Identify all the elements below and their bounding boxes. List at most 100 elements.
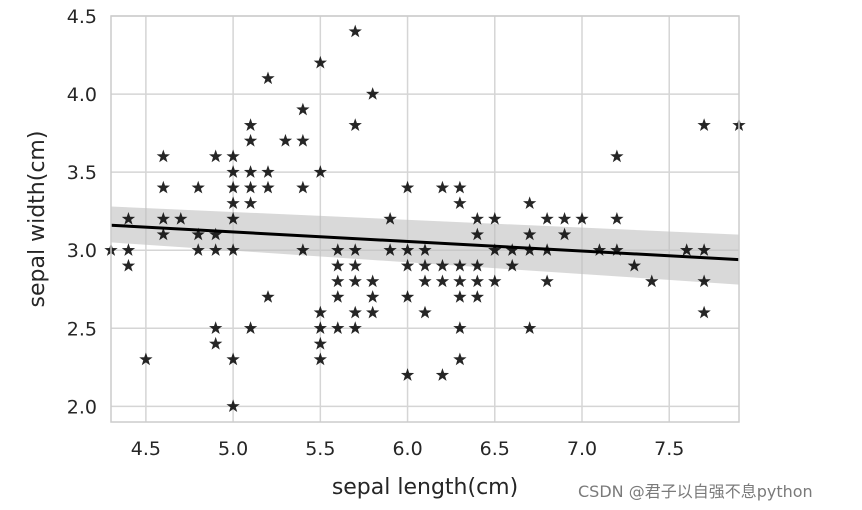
data-point — [453, 180, 467, 194]
data-point — [592, 243, 607, 256]
data-point — [191, 243, 205, 256]
x-tick-label: 6.0 — [392, 438, 422, 460]
data-point — [470, 290, 484, 303]
data-point — [610, 212, 624, 225]
data-point — [523, 227, 537, 241]
data-point — [400, 243, 415, 256]
data-point — [400, 290, 415, 303]
x-axis-label: sepal length(cm) — [332, 475, 518, 500]
data-point — [610, 243, 624, 256]
data-point — [261, 180, 275, 194]
data-point — [470, 274, 484, 288]
data-point — [243, 196, 258, 210]
x-tick-label: 5.0 — [218, 438, 248, 460]
data-point — [243, 133, 258, 147]
data-point — [488, 274, 502, 288]
data-point — [435, 368, 450, 381]
data-point — [313, 336, 327, 350]
data-point — [418, 274, 432, 288]
data-point — [557, 227, 572, 241]
data-point — [697, 118, 711, 131]
data-point — [209, 321, 223, 334]
data-point — [209, 243, 223, 256]
y-tick-label: 4.0 — [67, 84, 97, 106]
data-point — [348, 321, 362, 334]
data-point — [121, 243, 136, 256]
y-tick-labels: 2.0 2.5 3.0 3.5 4.0 4.5 — [67, 6, 97, 418]
data-point — [296, 102, 310, 116]
data-point — [121, 212, 136, 225]
data-point — [627, 258, 641, 272]
data-point — [435, 274, 450, 288]
data-point — [209, 336, 223, 350]
data-point — [366, 274, 380, 288]
data-point — [505, 258, 519, 272]
data-point — [243, 165, 258, 178]
y-tick-label: 2.5 — [67, 318, 97, 340]
data-point — [383, 212, 397, 225]
data-point — [488, 212, 502, 225]
data-point — [348, 258, 362, 272]
data-point — [278, 133, 293, 147]
data-point — [366, 290, 380, 303]
data-point — [348, 274, 362, 288]
data-point — [697, 243, 711, 256]
x-tick-label: 5.5 — [305, 438, 335, 460]
data-point — [697, 274, 711, 288]
data-point — [313, 352, 327, 366]
data-point — [226, 165, 240, 178]
data-point — [453, 196, 467, 210]
data-point — [697, 305, 711, 319]
data-point — [348, 305, 362, 319]
x-tick-label: 4.5 — [131, 438, 161, 460]
data-point — [243, 180, 258, 194]
regression-line-layer — [110, 223, 740, 262]
data-points — [104, 24, 746, 413]
data-point — [348, 243, 362, 256]
data-point — [313, 55, 327, 69]
data-point — [540, 212, 554, 225]
data-point — [610, 149, 624, 163]
data-point — [331, 290, 345, 303]
data-point — [156, 180, 170, 194]
data-point — [470, 258, 484, 272]
data-point — [435, 258, 450, 272]
data-point — [366, 305, 380, 319]
data-point — [331, 321, 345, 334]
data-point — [296, 180, 310, 194]
data-point — [453, 321, 467, 334]
data-point — [226, 212, 240, 225]
data-point — [470, 212, 484, 225]
data-point — [383, 243, 397, 256]
data-point — [191, 227, 205, 241]
data-point — [400, 368, 415, 381]
data-point — [261, 165, 275, 178]
data-point — [400, 180, 415, 194]
data-point — [156, 149, 170, 163]
data-point — [226, 180, 240, 194]
data-point — [575, 212, 589, 225]
data-point — [453, 274, 467, 288]
data-point — [243, 118, 258, 131]
data-point — [226, 399, 240, 413]
data-point — [645, 274, 659, 288]
data-point — [505, 243, 519, 256]
data-point — [156, 227, 170, 241]
data-point — [156, 212, 170, 225]
data-point — [243, 321, 258, 334]
data-point — [174, 212, 188, 225]
data-point — [557, 212, 572, 225]
data-point — [226, 243, 240, 256]
data-point — [139, 352, 153, 366]
data-point — [331, 243, 345, 256]
data-point — [418, 258, 432, 272]
data-point — [331, 258, 345, 272]
y-tick-label: 4.5 — [67, 6, 97, 28]
data-point — [540, 274, 554, 288]
data-point — [453, 290, 467, 303]
data-point — [366, 87, 380, 100]
data-point — [523, 196, 537, 210]
y-axis-label: sepal width(cm) — [25, 131, 50, 308]
y-tick-label: 3.5 — [67, 162, 97, 184]
